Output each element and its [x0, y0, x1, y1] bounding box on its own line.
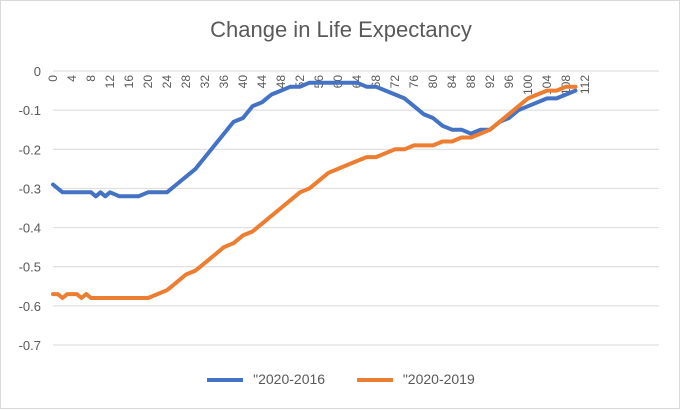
legend-swatch-2020-2016	[207, 378, 244, 383]
legend-label-2020-2016: "2020-2016	[253, 371, 326, 387]
legend-item-2020-2016: "2020-2016	[207, 371, 325, 387]
legend-label-2020-2019: "2020-2019	[402, 371, 475, 387]
x-tick-label-23: 92	[483, 75, 497, 89]
y-tick-label-4: -0.4	[19, 221, 41, 236]
x-tick-label-12: 48	[274, 75, 288, 89]
x-tick-label-21: 84	[445, 75, 459, 89]
x-tick-label-25: 100	[521, 75, 535, 95]
x-tick-label-1: 4	[65, 75, 79, 82]
chart-title: Change in Life Expectancy	[210, 17, 472, 42]
y-tick-label-3: -0.3	[19, 181, 41, 196]
x-tick-label-11: 44	[255, 75, 269, 89]
series-line-0	[51, 80, 578, 199]
x-tick-label-20: 80	[426, 75, 440, 89]
x-tick-label-5: 20	[141, 75, 155, 89]
y-tick-label-2: -0.2	[19, 142, 41, 157]
x-tick-label-19: 76	[407, 75, 421, 89]
x-tick-label-6: 24	[160, 75, 174, 89]
series-line-1	[51, 84, 578, 300]
x-tick-label-24: 96	[502, 75, 516, 89]
legend: "2020-2016 "2020-2019	[1, 371, 680, 387]
y-tick-label-6: -0.6	[19, 299, 41, 314]
x-tick-label-28: 112	[578, 75, 592, 94]
y-tick-label-0: 0	[34, 64, 41, 79]
x-tick-label-2: 8	[84, 75, 98, 82]
legend-item-2020-2019: "2020-2019	[356, 371, 475, 387]
x-tick-label-10: 40	[236, 75, 250, 89]
x-tick-label-8: 32	[198, 75, 212, 89]
y-tick-label-1: -0.1	[19, 103, 41, 118]
x-tick-label-0: 0	[46, 75, 60, 82]
x-tick-label-4: 16	[122, 75, 136, 89]
x-tick-label-18: 72	[388, 75, 402, 89]
x-tick-label-7: 28	[179, 75, 193, 89]
x-tick-label-9: 36	[217, 75, 231, 89]
y-tick-label-7: -0.7	[19, 338, 41, 353]
x-tick-label-22: 88	[464, 75, 478, 89]
x-tick-label-3: 12	[103, 75, 117, 89]
legend-swatch-2020-2019	[356, 378, 393, 383]
y-tick-label-5: -0.5	[19, 260, 41, 275]
